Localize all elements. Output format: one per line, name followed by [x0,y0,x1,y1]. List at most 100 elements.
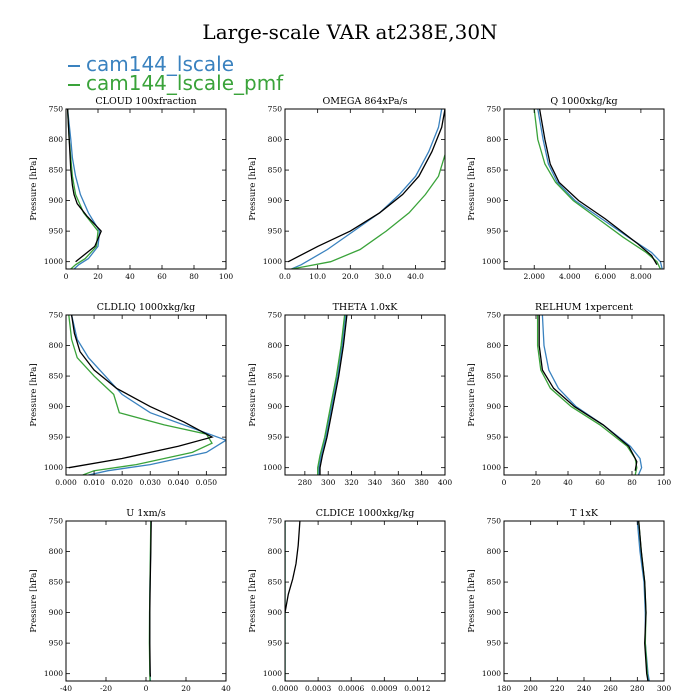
panel-7: -40 -20 0 20 40 750 800 850 900 950 1000 U 1xm/s Pre… [29,508,231,693]
panel-title: Q 1000xkg/kg [550,96,617,107]
x-tick-label: 100 [657,478,672,487]
y-tick-label: 800 [268,135,283,144]
y-tick-label: 800 [487,341,502,350]
x-tick-label: 0.0003 [305,684,331,693]
y-tick-label: 750 [487,517,502,526]
y-tick-label: 900 [268,608,283,617]
panel-2: 0.0 10.0 20.0 30.0 40.0 750 800 850 900 950 1000 OM… [248,96,446,281]
series-line-black [287,109,445,263]
panel-title: T 1xK [570,508,599,519]
y-axis-label: Pressure [hPa] [467,569,477,632]
series-line-cam144-lscale-pmf [317,315,346,475]
panel-title: THETA 1.0xK [333,302,399,313]
y-tick-label: 850 [49,166,64,175]
x-tick-label: 300 [657,684,672,693]
panel-title: CLDLIQ 1000xkg/kg [97,302,195,313]
x-tick-label: 0.040 [168,478,190,487]
x-tick-label: 0 [502,478,507,487]
y-tick-label: 950 [49,433,64,442]
y-tick-label: 900 [487,196,502,205]
y-tick-label: 950 [268,433,283,442]
y-axis-label: Pressure [hPa] [248,363,258,426]
y-tick-label: 900 [487,402,502,411]
y-tick-label: 1000 [263,257,282,266]
y-axis-label: Pressure [hPa] [248,157,258,220]
x-tick-label: 8.000 [630,272,652,281]
panel-title: OMEGA 864xPa/s [322,96,407,107]
panel-3: 2.000 4.000 6.000 8.000 750 800 850 900 950 1000 Q… [467,96,665,281]
series-line-cam144-lscale-pmf [536,315,638,475]
series-line-black [149,521,152,677]
legend-label: cam144_lscale_pmf [86,71,284,95]
y-axis-label: Pressure [hPa] [29,569,39,632]
y-tick-label: 900 [268,402,283,411]
series-line-cam144-lscale [318,315,347,475]
y-tick-label: 1000 [44,463,63,472]
plot-frame [65,520,227,682]
y-axis-label: Pressure [hPa] [29,363,39,426]
y-tick-label: 950 [268,639,283,648]
series-line-cam144-lscale [66,109,101,269]
x-tick-label: 30.0 [375,272,392,281]
legend-swatch-green [68,83,80,86]
y-tick-label: 800 [49,135,64,144]
series-line-black [638,521,649,681]
x-tick-label: 0 [64,272,69,281]
figure-title: Large-scale VAR at238E,30N [202,20,498,44]
y-tick-label: 850 [487,372,502,381]
y-axis-label: Pressure [hPa] [467,363,477,426]
plot-frame [503,108,665,270]
y-tick-label: 1000 [44,669,63,678]
x-tick-label: 60 [595,478,605,487]
x-tick-label: 340 [368,478,383,487]
plot-frame [65,314,227,476]
x-tick-label: 0.030 [139,478,161,487]
panel-1: 0 20 40 60 80 100 750 800 850 900 950 1000 CLOUD 100… [29,96,233,281]
y-tick-label: 950 [487,227,502,236]
y-tick-label: 750 [49,517,64,526]
panel-9: 180 200 220 240 260 280 300 750 800 850 900 950 1000… [467,508,671,693]
series-line-black [538,109,658,266]
y-tick-label: 750 [49,311,64,320]
y-tick-label: 900 [268,196,283,205]
y-tick-label: 850 [268,166,283,175]
y-tick-label: 800 [49,341,64,350]
y-tick-label: 950 [49,227,64,236]
plot-frame [503,314,665,476]
x-tick-label: 0.000 [55,478,77,487]
x-tick-label: -40 [60,684,72,693]
panel-5: 280 300 320 340 360 380 400 750 800 850 900 950 1000… [248,302,452,487]
x-tick-label: 2.000 [523,272,545,281]
y-tick-label: 1000 [482,463,501,472]
x-tick-label: 360 [391,478,406,487]
x-tick-label: 40 [221,684,231,693]
x-tick-label: 60 [157,272,167,281]
panel-4: 0.000 0.010 0.020 0.030 0.040 0.050 750 800 850 9… [29,302,227,487]
x-tick-label: 80 [627,478,637,487]
x-tick-label: 100 [219,272,234,281]
y-tick-label: 900 [49,402,64,411]
series-line-cam144-lscale [537,109,663,269]
panel-6: 0 20 40 60 80 100 750 800 850 900 950 1000 RELHUM 1x… [467,302,671,487]
x-tick-label: 180 [497,684,512,693]
x-tick-label: 0.0 [279,272,291,281]
x-tick-label: 0.0000 [272,684,298,693]
y-tick-label: 950 [487,433,502,442]
x-tick-label: 0.010 [83,478,105,487]
y-tick-label: 750 [487,105,502,114]
y-tick-label: 850 [49,578,64,587]
y-tick-label: 900 [49,608,64,617]
y-tick-label: 850 [268,372,283,381]
y-axis-label: Pressure [hPa] [29,157,39,220]
series-line-cam144-lscale-pmf [533,109,661,269]
y-tick-label: 750 [49,105,64,114]
y-tick-label: 900 [49,196,64,205]
x-tick-label: 380 [414,478,429,487]
y-tick-label: 1000 [263,669,282,678]
x-tick-label: 400 [438,478,453,487]
series-line-cam144-lscale-pmf [68,315,213,475]
series-line-cam144-lscale [70,315,226,475]
legend-entry-cam144-lscale-pmf: cam144_lscale_pmf [68,71,283,95]
legend-swatch-blue [68,64,80,67]
